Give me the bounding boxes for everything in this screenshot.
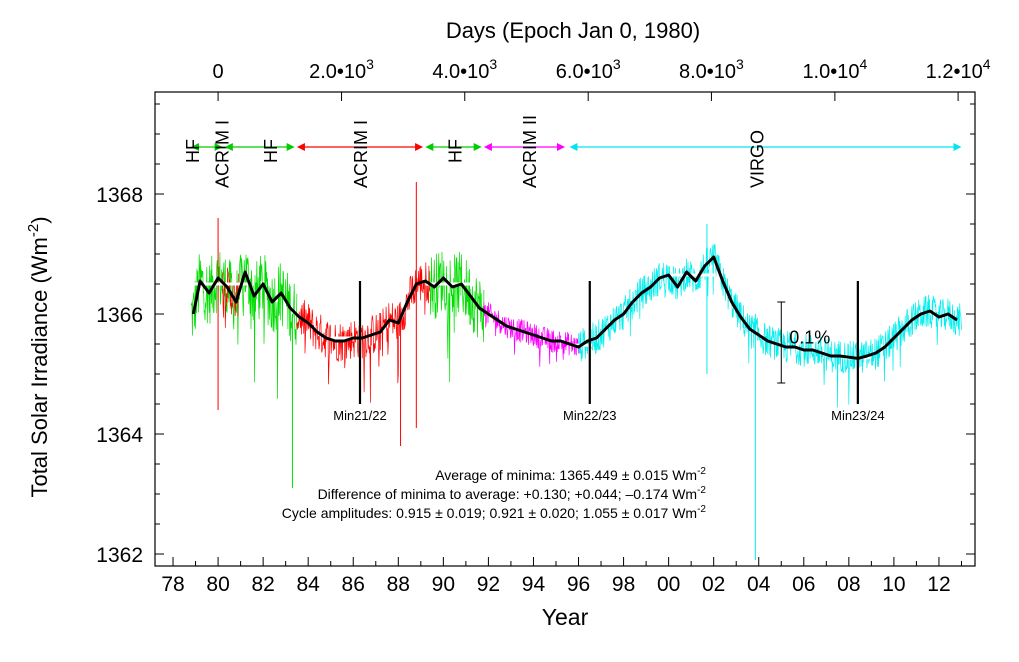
bracket-arrow-right (214, 143, 223, 151)
top-tick-label: 4.0•103 (432, 56, 497, 83)
x-tick-label: 08 (837, 573, 860, 596)
plot-frame (154, 91, 976, 567)
top-tick-label: 8.0•103 (679, 56, 744, 83)
top-tick-label: 1.2•104 (926, 56, 991, 83)
top-tick-label: 6.0•103 (556, 56, 621, 83)
bracket-arrow-left (483, 143, 492, 151)
x-tick-label: 98 (612, 573, 635, 596)
x-tick-label: 10 (882, 573, 905, 596)
instrument-label: HF (261, 139, 281, 163)
bracket-arrow-right (473, 143, 482, 151)
bracket-arrow-right (286, 143, 295, 151)
x-tick-label: 86 (342, 573, 365, 596)
bracket-arrow-right (953, 143, 962, 151)
instrument-label: ACRIM II (520, 115, 540, 188)
x-tick-label: 02 (702, 573, 725, 596)
composite-series-line (191, 255, 958, 360)
annotation-line: Average of minima: 1365.449 ± 0.015 Wm-2 (435, 466, 706, 483)
bracket-arrow-left (425, 143, 434, 151)
instrument-label: VIRGO (747, 130, 767, 188)
segment-noise-hf (429, 251, 485, 383)
x-tick-label: 06 (792, 573, 815, 596)
composite-series-layer (191, 255, 958, 360)
y-axis-label: Total Solar Irradiance (Wm-2) (25, 216, 52, 497)
x-axis-label: Year (542, 604, 589, 630)
top-axis-label: Days (Epoch Jan 0, 1980) (446, 18, 700, 43)
instrument-label: ACRIM I (351, 120, 371, 188)
bracket-arrow-left (569, 143, 578, 151)
instrument-label: HF (446, 139, 466, 163)
x-tick-label: 92 (477, 573, 500, 596)
y-tick-label: 1368 (96, 184, 143, 207)
x-tick-label: 82 (251, 573, 274, 596)
axes-layer: 78 80 82 84 86 88 90 92 94 96 98 00 02 04 06 08 10 12 1362… (25, 18, 991, 630)
spike-layer (217, 182, 756, 560)
top-tick-label: 2.0•103 (309, 56, 374, 83)
minimum-label: Min21/22 (333, 408, 386, 423)
bracket-arrow-left (224, 143, 233, 151)
x-tick-label: 12 (927, 573, 950, 596)
y-tick-label: 1362 (96, 544, 143, 567)
top-tick-label: 0 (213, 61, 224, 83)
instrument-label: HF (183, 139, 203, 163)
instrument-bracket-layer: HF ACRIM I HF ACRIM I HF ACRIM II VIRGO (183, 115, 962, 188)
minimum-label: Min22/23 (563, 408, 616, 423)
bracket-arrow-right (557, 143, 565, 151)
instrument-label: ACRIM I (212, 120, 232, 188)
minima-marker-layer: Min21/22 Min22/23 Min23/24 (333, 281, 885, 423)
minimum-label: Min23/24 (831, 408, 884, 423)
y-tick-label: 1366 (96, 304, 143, 327)
x-tick-label: 80 (206, 573, 229, 596)
scale-bar-label: 0.1% (789, 328, 830, 348)
x-tick-label: 94 (522, 573, 546, 596)
bracket-arrow-left (191, 143, 200, 151)
y-tick-label: 1364 (96, 424, 143, 447)
bracket-arrow-right (415, 143, 424, 151)
x-tick-label: 04 (747, 573, 771, 596)
x-tick-label: 84 (297, 573, 321, 596)
x-tick-label: 88 (387, 573, 410, 596)
top-tick-label: 1.0•104 (802, 56, 867, 83)
instrument-noise-layer (190, 244, 962, 408)
annotation-block: Average of minima: 1365.449 ± 0.015 Wm-2… (282, 466, 707, 521)
annotation-line: Cycle amplitudes: 0.915 ± 0.019; 0.921 ±… (282, 504, 707, 521)
segment-noise-acrim-ii (483, 302, 579, 367)
annotation-line: Difference of minima to average: +0.130;… (318, 485, 707, 502)
x-tick-label: 78 (161, 573, 184, 596)
segment-noise-acrim-i (222, 267, 239, 328)
segment-noise-acrim-i (296, 262, 431, 403)
x-tick-label: 90 (432, 573, 455, 596)
x-tick-label: 00 (657, 573, 680, 596)
x-tick-label: 96 (567, 573, 590, 596)
scale-bar-layer: 0.1% (777, 301, 830, 384)
bracket-arrow-left (296, 143, 305, 151)
